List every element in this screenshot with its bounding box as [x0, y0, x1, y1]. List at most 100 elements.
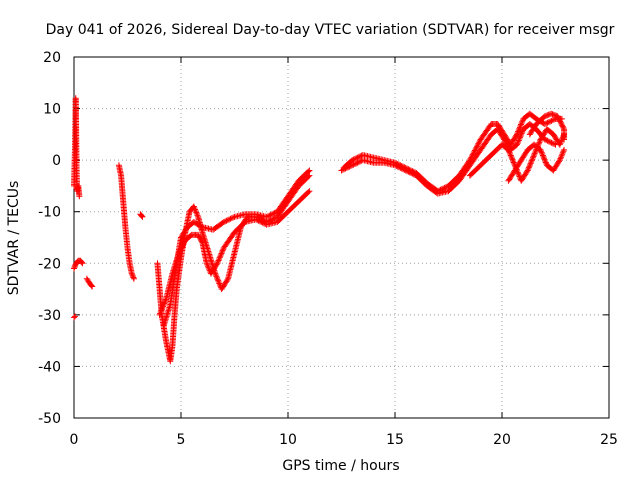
data-point: [162, 297, 169, 304]
data-point: [401, 164, 408, 171]
data-point: [544, 112, 551, 119]
data-point: [216, 256, 223, 263]
data-point: [260, 220, 267, 227]
data-point: [542, 159, 549, 166]
data-point: [266, 212, 273, 219]
data-point: [305, 173, 312, 180]
data-point: [523, 168, 530, 175]
data-point: [441, 184, 448, 191]
y-tick-label: 20: [43, 50, 61, 66]
data-point: [557, 119, 564, 126]
data-point: [529, 154, 536, 161]
data-point: [551, 141, 558, 148]
data-point: [203, 260, 210, 267]
data-point: [216, 280, 223, 287]
data-point: [252, 216, 259, 223]
data-point: [528, 159, 535, 166]
data-point: [508, 155, 515, 162]
data-point: [470, 150, 477, 157]
data-point: [180, 239, 187, 246]
data-point: [217, 253, 224, 260]
data-point: [256, 218, 263, 225]
data-point: [469, 153, 476, 160]
y-axis-label: SDTVAR / TECUs: [6, 181, 22, 296]
data-point: [305, 168, 312, 175]
data-point: [71, 314, 77, 321]
data-point: [549, 117, 556, 124]
data-point: [537, 146, 544, 153]
data-point: [76, 193, 83, 200]
data-point: [560, 148, 567, 155]
x-tick-label: 0: [70, 432, 79, 448]
data-point: [213, 273, 220, 280]
data-point: [392, 159, 398, 166]
data-point: [393, 160, 400, 167]
data-point: [544, 137, 551, 144]
data-point: [557, 118, 564, 125]
data-point: [206, 266, 213, 273]
data-point: [525, 164, 532, 171]
data-point: [264, 213, 271, 220]
data-point: [271, 210, 278, 217]
data-point: [519, 118, 526, 125]
data-point: [192, 206, 199, 213]
data-point: [227, 215, 234, 222]
data-point: [469, 151, 476, 158]
data-point: [507, 151, 514, 158]
data-point: [195, 231, 202, 238]
data-point: [557, 155, 564, 162]
data-point: [538, 148, 545, 155]
x-tick-label: 5: [177, 432, 186, 448]
data-point: [507, 152, 514, 159]
data-point: [400, 163, 407, 170]
data-point: [541, 155, 548, 162]
data-point: [548, 117, 555, 124]
data-point: [190, 203, 197, 210]
data-point: [508, 153, 515, 160]
data-points: [71, 95, 568, 365]
data-point: [476, 139, 483, 146]
data-point: [72, 313, 79, 320]
data-point: [224, 277, 231, 284]
data-point: [518, 121, 525, 128]
data-point: [531, 150, 538, 157]
data-point: [306, 172, 313, 179]
data-point: [351, 155, 358, 162]
data-point: [354, 154, 361, 161]
data-point: [468, 154, 475, 161]
x-tick-label: 10: [279, 432, 297, 448]
data-point: [355, 159, 362, 166]
series-sat-g: [154, 172, 313, 365]
data-point: [440, 185, 447, 192]
data-point: [549, 111, 556, 118]
data-point: [402, 164, 409, 171]
data-point: [555, 115, 562, 122]
data-point: [518, 120, 525, 127]
x-tick-label: 15: [386, 432, 404, 448]
data-point: [396, 161, 403, 168]
series-sat-e: [115, 162, 137, 282]
data-point: [191, 205, 198, 212]
y-tick-label: -50: [38, 411, 61, 427]
data-point: [536, 137, 543, 144]
data-point: [204, 263, 211, 270]
data-point: [556, 117, 563, 124]
data-point: [405, 166, 412, 173]
data-point: [525, 166, 532, 173]
data-point: [506, 148, 513, 155]
data-point: [306, 167, 313, 174]
data-point: [350, 156, 357, 163]
data-point: [515, 172, 522, 179]
data-point: [350, 161, 357, 168]
data-point: [394, 161, 401, 168]
data-point: [216, 254, 223, 261]
data-point: [357, 153, 364, 160]
data-point: [129, 273, 136, 280]
data-point: [547, 118, 554, 125]
data-point: [517, 122, 524, 129]
data-point: [397, 162, 404, 169]
data-point: [539, 152, 546, 159]
y-tick-label: 0: [52, 153, 61, 169]
data-point: [515, 128, 522, 135]
